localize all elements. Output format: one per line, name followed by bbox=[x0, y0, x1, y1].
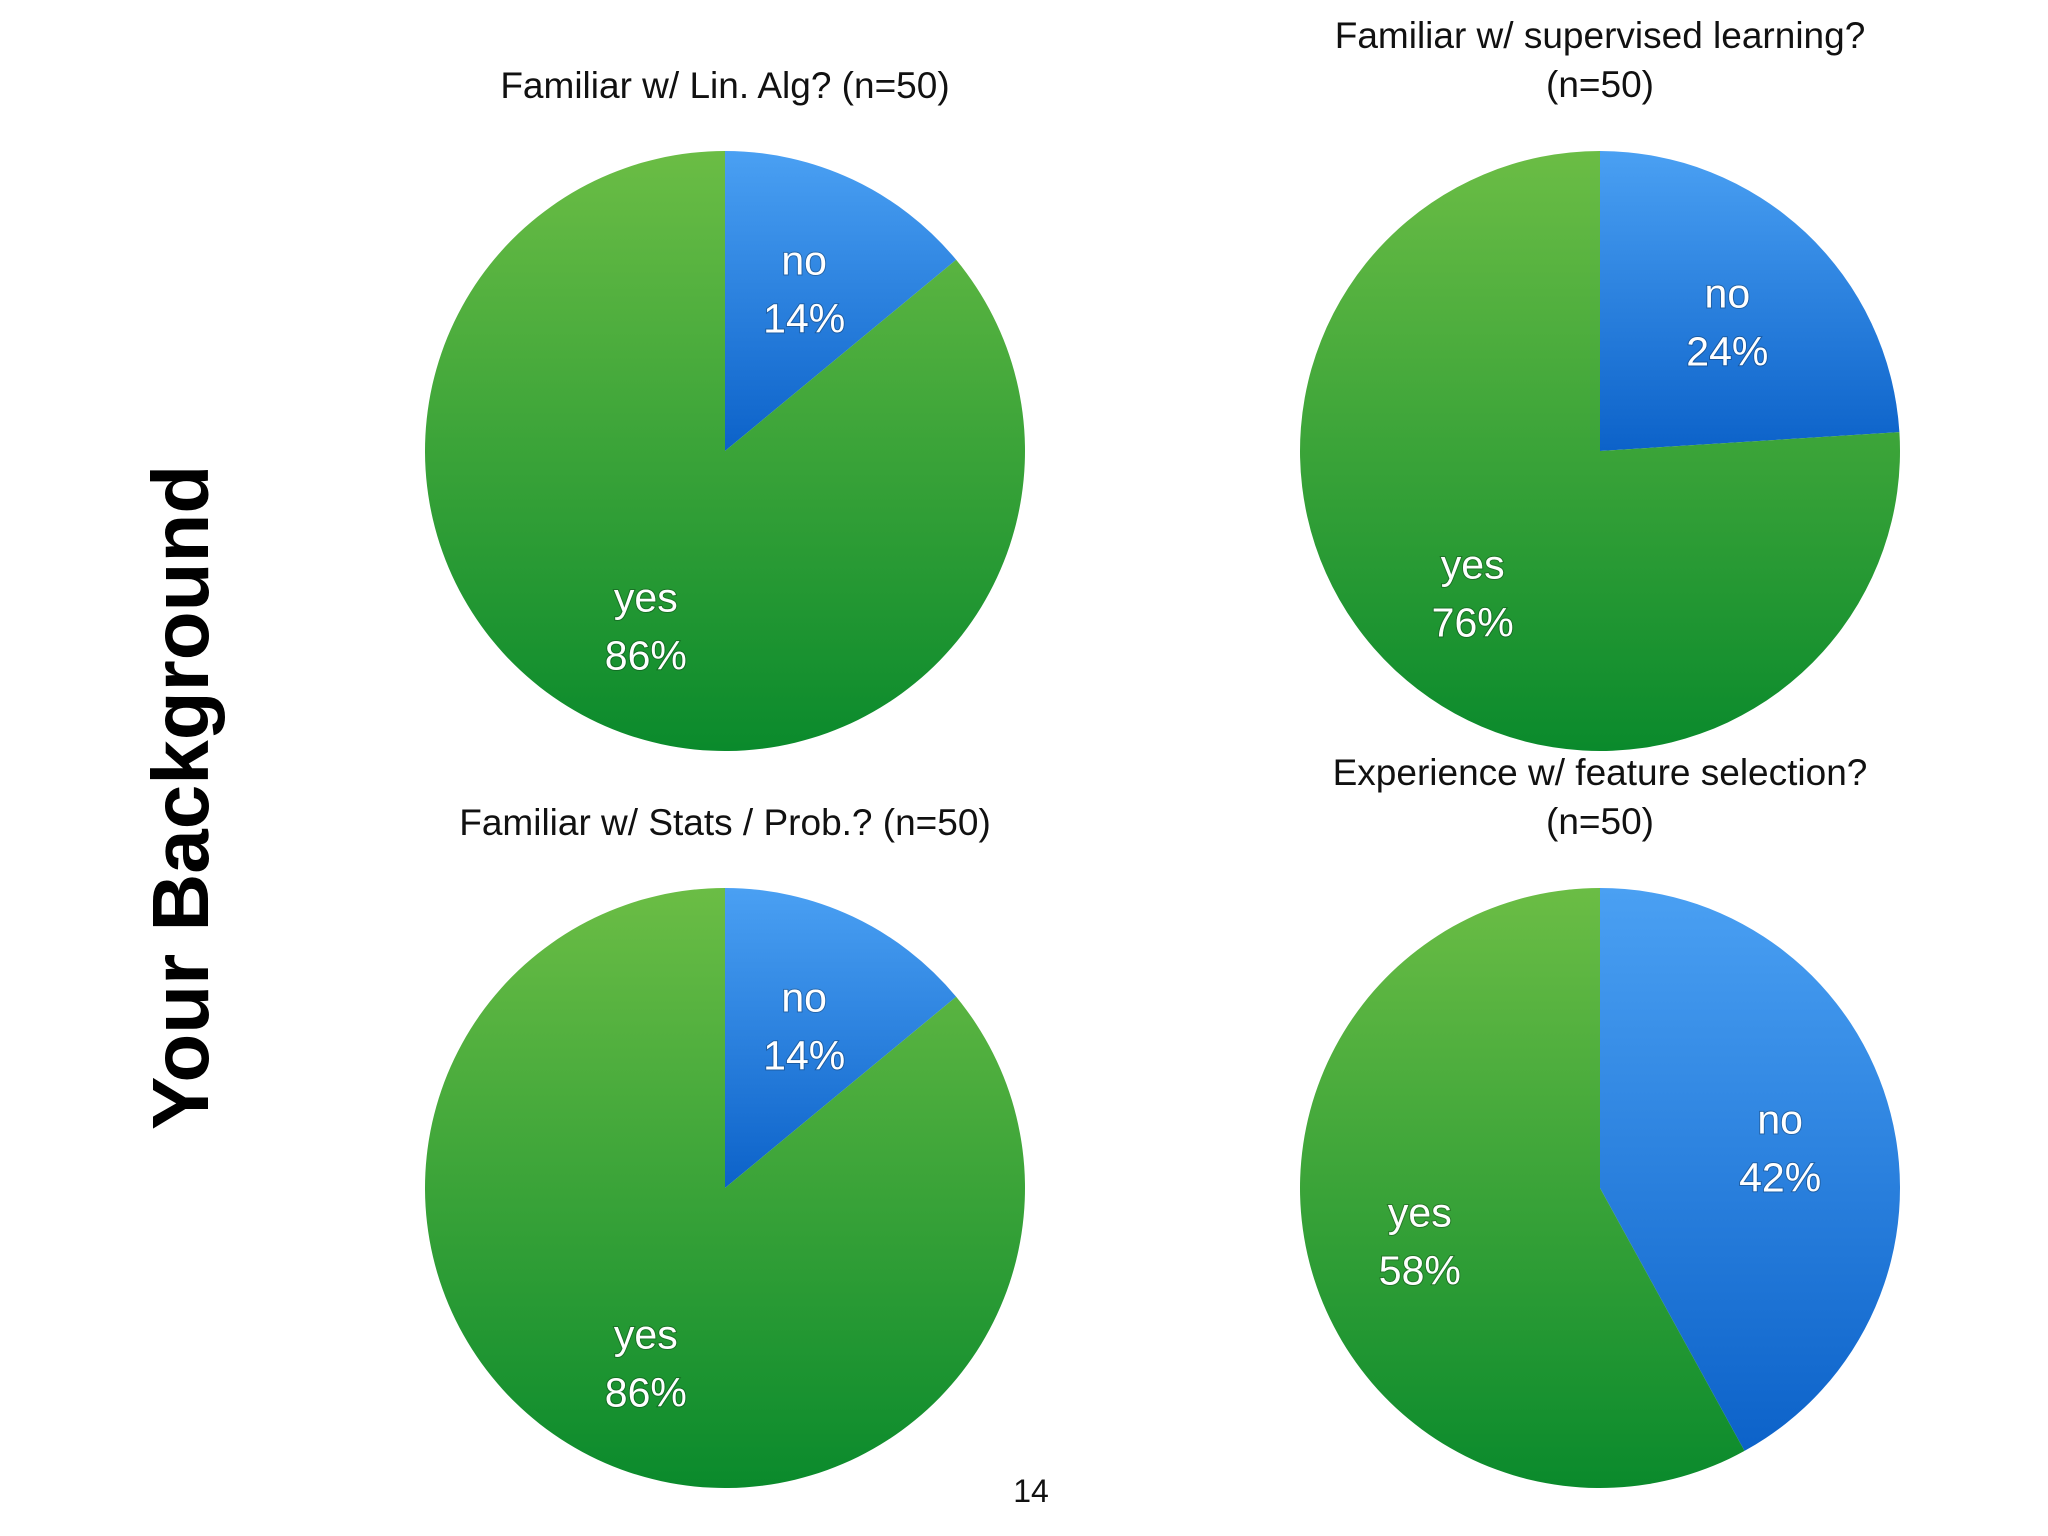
chart-title: Familiar w/ Stats / Prob.? (n=50) bbox=[459, 802, 991, 843]
chart-title: Familiar w/ supervised learning? bbox=[1335, 15, 1866, 56]
pie-slice-yes bbox=[1299, 888, 1745, 1489]
pie-chart: Familiar w/ Lin. Alg? (n=50) no 14% yes 86% bbox=[425, 65, 1025, 751]
slice-label-no: no bbox=[781, 238, 827, 284]
slice-value-no: 42% bbox=[1739, 1155, 1821, 1201]
slice-value-yes: 86% bbox=[605, 632, 687, 678]
slice-label-yes: yes bbox=[614, 1311, 678, 1357]
slice-value-yes: 76% bbox=[1432, 600, 1514, 646]
pie-chart: Familiar w/ supervised learning? (n=50) no… bbox=[1300, 15, 1900, 751]
pie-chart: Familiar w/ Stats / Prob.? (n=50) no 14% ye… bbox=[424, 802, 1025, 1488]
slice-label-yes: yes bbox=[1441, 542, 1505, 588]
pie-slice-no bbox=[1600, 888, 1900, 1451]
slide-title: Your Background bbox=[136, 465, 225, 1130]
slice-value-no: 14% bbox=[763, 296, 845, 342]
pie-slice-no bbox=[725, 888, 957, 1188]
chart-title: Familiar w/ Lin. Alg? (n=50) bbox=[500, 65, 949, 106]
chart-title: (n=50) bbox=[1546, 801, 1654, 842]
slice-label-yes: yes bbox=[614, 574, 678, 620]
pie-charts: Familiar w/ Lin. Alg? (n=50)no14%yes86%F… bbox=[424, 15, 1900, 1489]
slice-value-yes: 86% bbox=[605, 1369, 687, 1415]
chart-title: (n=50) bbox=[1546, 64, 1654, 105]
slice-label-no: no bbox=[781, 975, 827, 1021]
page-number: 14 bbox=[1013, 1473, 1049, 1509]
slice-value-no: 14% bbox=[763, 1033, 845, 1079]
slice-value-yes: 58% bbox=[1379, 1247, 1461, 1293]
pie-slice-yes bbox=[425, 151, 1025, 751]
pie-chart: Experience w/ feature selection? (n=50) no… bbox=[1299, 752, 1900, 1489]
pie-slice-yes bbox=[1300, 151, 1900, 751]
pie-slice-yes bbox=[424, 888, 1025, 1488]
slice-value-no: 24% bbox=[1686, 328, 1768, 374]
pie-slice-no bbox=[725, 151, 957, 451]
chart-title: Experience w/ feature selection? bbox=[1333, 752, 1868, 793]
slice-label-no: no bbox=[1705, 270, 1751, 316]
slice-label-yes: yes bbox=[1388, 1189, 1452, 1235]
pie-slice-no bbox=[1600, 151, 1900, 451]
slice-label-no: no bbox=[1757, 1097, 1803, 1143]
